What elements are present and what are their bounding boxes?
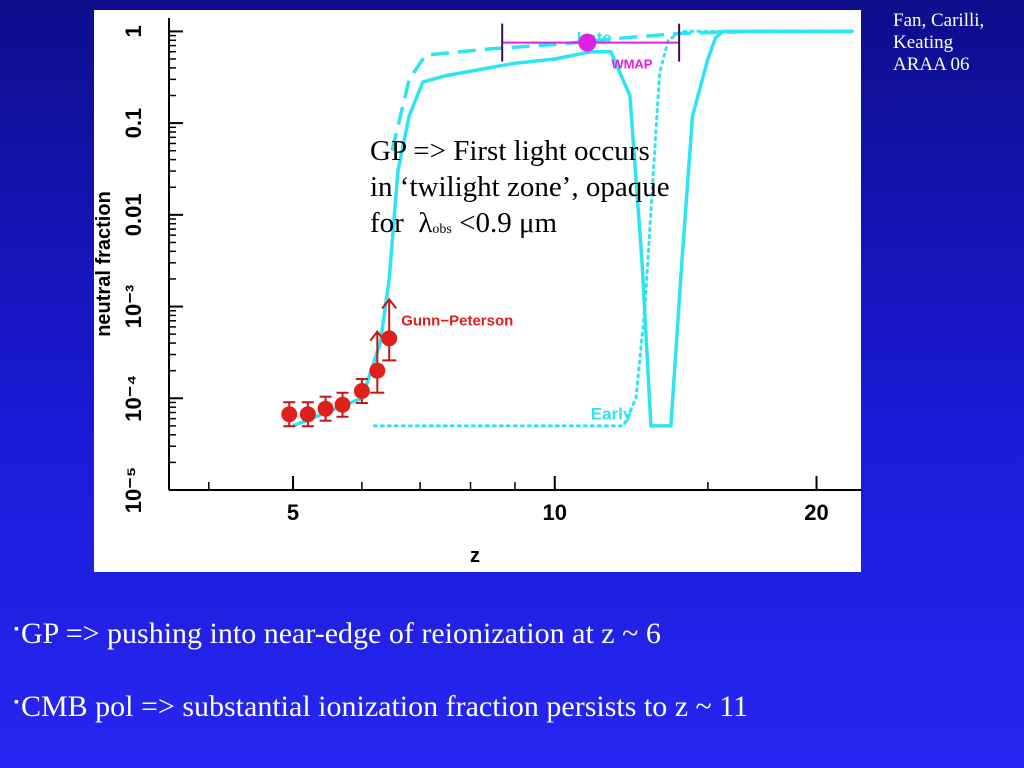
y-tick-label: 10⁻⁵ <box>121 467 146 513</box>
chart-svg: 1 0.1 0.01 10⁻³ 10⁻⁴ 10⁻⁵ 5 10 20 neutral fractio… <box>94 18 861 567</box>
x-tick-label: 20 <box>804 500 828 525</box>
gp-point <box>369 362 386 379</box>
y-axis-title: neutral fraction <box>94 191 115 337</box>
series-line-late <box>390 29 853 152</box>
citation-credit: Fan, Carilli, Keating ARAA 06 <box>893 10 985 75</box>
bullet-item: ▪CMB pol => substantial ionization fract… <box>14 690 748 724</box>
x-axis-title: z <box>470 545 480 567</box>
wmap-point <box>578 33 597 52</box>
label-gunn-peterson: Gunn−Peterson <box>401 312 513 329</box>
bullet-text: GP => pushing into near-edge of reioniza… <box>20 617 661 650</box>
gp-point <box>281 406 298 423</box>
note-line-3-prefix: for <box>370 207 404 239</box>
lambda-subscript: obs <box>432 222 452 237</box>
gp-point <box>317 400 334 417</box>
bullet-marker: ▪ <box>14 695 19 710</box>
bullet-text: CMB pol => substantial ionization fracti… <box>20 690 749 723</box>
chart-panel: 1 0.1 0.01 10⁻³ 10⁻⁴ 10⁻⁵ 5 10 20 neutral fractio… <box>94 10 861 572</box>
x-tick-label: 10 <box>543 500 567 525</box>
chart-overlay-note: GP => First light occurs in ‘twilight zo… <box>370 133 790 247</box>
y-tick-label: 10⁻³ <box>121 285 146 328</box>
gp-limit-arrow <box>381 297 397 309</box>
note-line-2: in ‘twilight zone’, opaque <box>370 171 670 203</box>
bullet-marker: ▪ <box>14 622 19 637</box>
y-tick-label: 0.01 <box>121 193 146 236</box>
gp-point <box>299 406 316 423</box>
series-line-early <box>372 29 854 428</box>
label-early: Early <box>591 405 633 424</box>
lambda-symbol: λ <box>418 207 433 239</box>
y-tick-label: 10⁻⁴ <box>121 375 146 422</box>
label-wmap: WMAP <box>611 57 652 72</box>
note-line-1: GP => First light occurs <box>370 135 650 167</box>
note-line-3: for λobs <0.9 μm <box>370 205 790 247</box>
note-line-3-suffix: <0.9 μm <box>459 207 558 239</box>
bullet-item: ▪GP => pushing into near-edge of reioniz… <box>14 617 661 651</box>
gp-point <box>353 383 370 400</box>
gp-point <box>381 330 398 347</box>
x-tick-label: 5 <box>287 500 299 525</box>
gp-point <box>334 396 351 413</box>
y-tick-label: 0.1 <box>121 108 146 139</box>
series-line-middle <box>292 29 853 428</box>
y-tick-label: 1 <box>121 25 146 37</box>
